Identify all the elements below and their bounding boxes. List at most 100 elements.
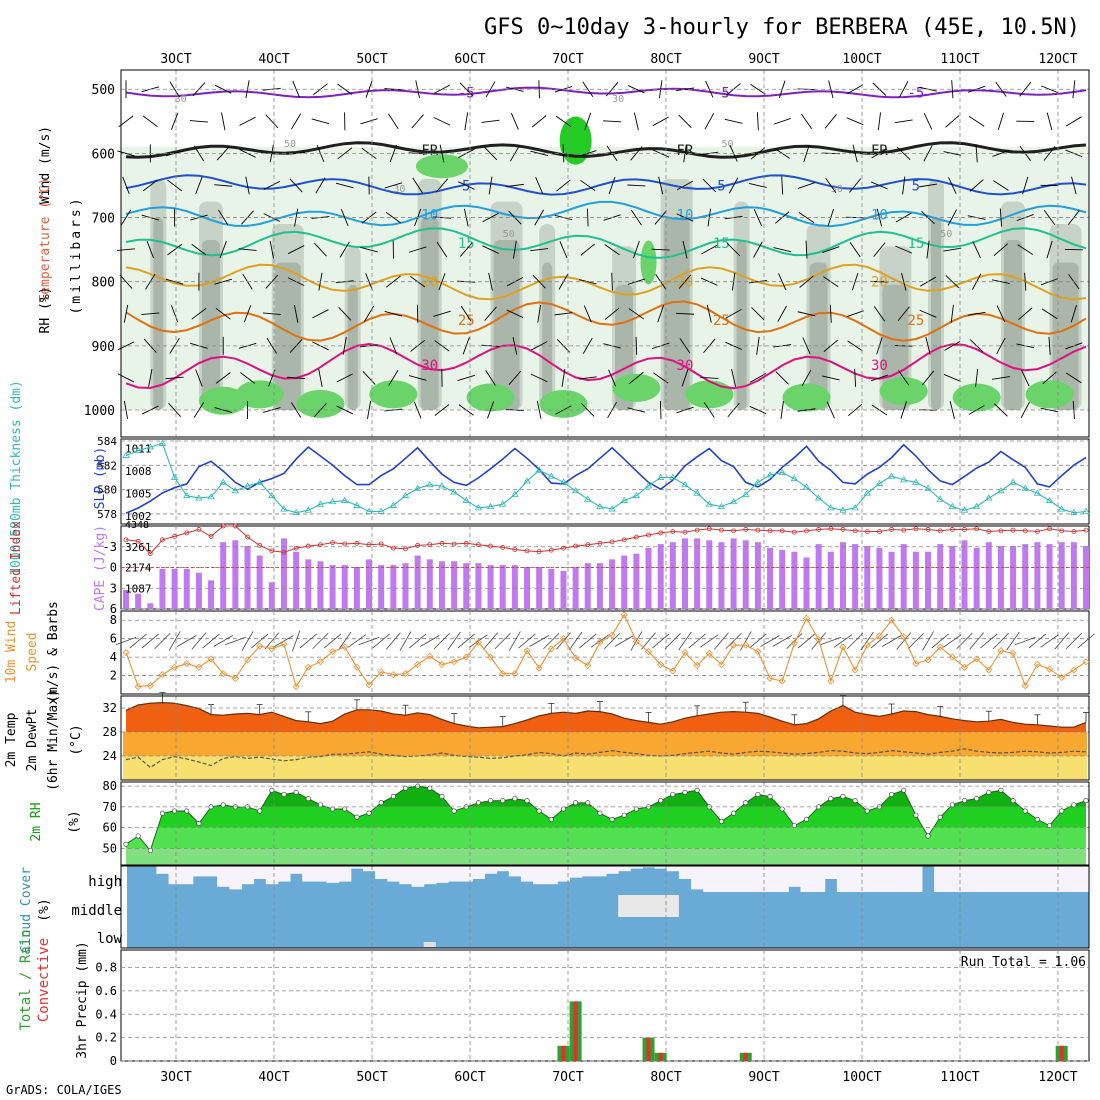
- cloud-high-gap: [472, 866, 485, 879]
- isotherm-label: 20: [871, 275, 888, 291]
- rh-point: [147, 847, 153, 853]
- wind-barb: [902, 176, 906, 195]
- wind-barb: [1042, 371, 1057, 385]
- wind-barb: [851, 272, 859, 291]
- wind-speed-point: [414, 660, 422, 669]
- cape-bar: [730, 538, 737, 609]
- wind-speed-point: [596, 638, 604, 646]
- lifted-index-point: [305, 543, 311, 549]
- lifted-index-point: [196, 527, 202, 532]
- cape-bar: [220, 542, 227, 609]
- wind-barb: [944, 340, 961, 351]
- thickness-point: [219, 478, 227, 485]
- cape-tick-label: 2174: [125, 562, 152, 575]
- wind-speed-point: [219, 670, 227, 678]
- cape-bar: [767, 547, 774, 609]
- lifted-index-point: [877, 529, 882, 534]
- rh-point: [621, 812, 627, 818]
- precipitation-panel: 0.8 0.6 0.4 0.2 0 Run Total = 1.06 Total / Rai…: [18, 929, 1090, 1068]
- wind-speed-point: [766, 674, 774, 682]
- cape-bar: [548, 568, 555, 609]
- rh-point: [1047, 823, 1053, 829]
- thickness-tick-label: 578: [97, 508, 117, 521]
- thickness-tick-label: 582: [97, 459, 117, 472]
- wind-barb: [191, 632, 207, 650]
- wind-axis-label: Speed: [25, 632, 40, 671]
- rh-point: [257, 808, 263, 814]
- wind-barb: [123, 401, 129, 419]
- thickness-point: [559, 478, 568, 485]
- cape-bar: [475, 563, 482, 609]
- isotherm-label: 25: [458, 313, 475, 329]
- wind-barb: [487, 401, 495, 419]
- thickness-point: [985, 494, 993, 501]
- wind-barb: [129, 633, 147, 649]
- slp-tick-label: 1005: [125, 488, 152, 501]
- wind-barb: [195, 369, 203, 387]
- cape-bar: [997, 546, 1004, 609]
- wind-barb: [627, 184, 646, 187]
- rh-point: [317, 802, 323, 808]
- wind-barb: [760, 635, 780, 647]
- pressure-tick-label: 1000: [84, 404, 115, 419]
- wind-speed-point: [523, 647, 531, 655]
- rh-tick-label: 80: [103, 779, 117, 793]
- wind-barb: [195, 176, 203, 195]
- wind-barb: [115, 636, 137, 646]
- wind-barb: [117, 150, 135, 157]
- wind-barb: [214, 84, 232, 94]
- wind-barb: [972, 241, 981, 258]
- wind-barb: [1040, 634, 1059, 648]
- precip-tick-label: 0.8: [95, 961, 117, 975]
- wind-barb: [439, 144, 445, 163]
- bottom-day-label: 9OCT: [748, 1070, 779, 1085]
- wind-barb: [590, 634, 610, 648]
- thickness-point: [802, 483, 811, 490]
- wind-barb: [870, 374, 889, 382]
- rh-point: [998, 787, 1004, 793]
- wind-barb: [777, 305, 787, 322]
- rh-moist-cell: [415, 154, 468, 179]
- rh-point: [925, 833, 931, 839]
- wind-barb: [447, 631, 461, 651]
- lifted-index-point: [245, 534, 250, 540]
- rh-point: [123, 841, 129, 847]
- rh-point: [439, 794, 445, 800]
- lifted-index-point: [220, 523, 226, 529]
- wind-barb: [385, 211, 401, 224]
- temp-panel-frame: [120, 695, 1090, 781]
- wind-barb: [923, 112, 933, 130]
- pressure-tick-label: 600: [92, 147, 115, 162]
- wind-barb: [945, 115, 960, 128]
- cloud-high-gap: [192, 866, 206, 877]
- wind-barb: [513, 240, 517, 259]
- rh-fill-band: [126, 848, 1086, 865]
- lifted-index-point: [390, 545, 396, 551]
- cape-bar: [426, 559, 433, 609]
- rh-point: [488, 798, 494, 804]
- temp-tick-label: 24: [103, 749, 117, 763]
- cape-bar: [827, 551, 834, 609]
- wind-barb: [216, 146, 230, 161]
- cape-tick-label: 1087: [125, 582, 152, 595]
- lifted-index-axis-label: Lifted Index: [9, 521, 24, 615]
- lifted-index-point: [621, 537, 627, 543]
- wind-barb: [799, 275, 814, 288]
- wind-barb: [384, 408, 403, 412]
- thickness-point: [608, 505, 616, 512]
- wind-barb: [1006, 631, 1020, 651]
- wind-barb: [630, 209, 642, 226]
- lifted-index-point: [208, 533, 214, 539]
- rh-contour-label: 30: [393, 184, 405, 195]
- cape-bar: [621, 555, 628, 609]
- wind-barb: [849, 241, 861, 258]
- thickness-point: [183, 491, 191, 499]
- cape-bar: [378, 565, 385, 609]
- thickness-point: [268, 491, 276, 499]
- cape-bar: [791, 551, 798, 609]
- isotherm-line: [125, 86, 1087, 99]
- rh-contour-label: 30: [175, 94, 187, 105]
- lifted-index-point: [840, 527, 846, 532]
- wind-barb: [901, 272, 907, 291]
